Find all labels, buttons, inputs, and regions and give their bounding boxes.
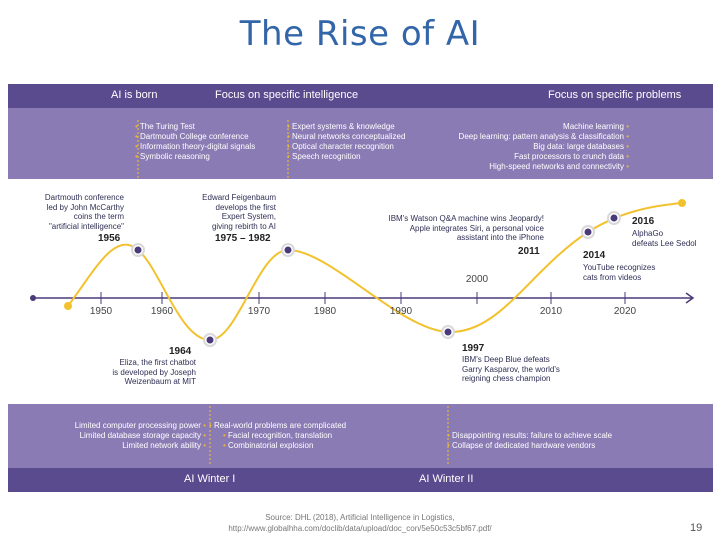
top-col2-list: Expert systems & knowledge Neural networ…: [287, 122, 405, 162]
list-item: Fast processors to crunch data: [459, 152, 629, 162]
winter-1-label: AI Winter I: [184, 473, 236, 485]
curve-start-dot: [64, 302, 72, 310]
event-1997-year: 1997: [462, 343, 485, 354]
top-header-strip: AI is born Focus on specific intelligenc…: [8, 84, 713, 108]
bottom-col1-list: Limited computer processing power Limite…: [75, 421, 206, 451]
event-2014-text: YouTube recognizes cats from videos: [583, 263, 656, 282]
event-1964-text: Eliza, the first chatbot is developed by…: [112, 358, 196, 386]
event-2016-year: 2016: [632, 216, 655, 227]
list-item: High-speed networks and connectivity: [459, 162, 629, 172]
list-item: Facial recognition, translation: [209, 431, 346, 441]
bottom-col2-list: Real-world problems are complicated Faci…: [209, 421, 346, 451]
header-specific-problems: Focus on specific problems: [548, 89, 682, 101]
list-item: Combinatorial explosion: [209, 441, 346, 451]
list-item: Big data: large databases: [459, 142, 629, 152]
event-1975-year: 1975 – 1982: [215, 233, 271, 244]
top-col1-list: The Turing Test Dartmouth College confer…: [135, 122, 255, 162]
list-item: Machine learning: [459, 122, 629, 132]
event-1997-text: IBM's Deep Blue defeats Garry Kasparov, …: [462, 355, 560, 383]
milestone-dot-1956: [134, 246, 142, 254]
axis-label-1960: 1960: [150, 306, 174, 317]
axis-label-1990: 1990: [389, 306, 413, 317]
header-ai-is-born: AI is born: [111, 89, 158, 101]
event-2011-text: IBM's Watson Q&A machine wins Jeopardy! …: [388, 214, 544, 242]
page-number: 19: [690, 522, 703, 534]
axis-label-1980: 1980: [313, 306, 337, 317]
event-2011-year: 2011: [518, 246, 540, 257]
event-1956-year: 1956: [98, 233, 121, 244]
page-title: The Rise of AI: [239, 14, 481, 54]
event-2016-text: AlphaGo defeats Lee Sedol: [632, 229, 697, 248]
list-item: Dartmouth College conference: [135, 132, 255, 142]
list-item: The Turing Test: [135, 122, 255, 132]
milestone-dot-2014: [584, 228, 592, 236]
winter-2-label: AI Winter II: [419, 473, 474, 485]
milestone-dot-1964: [206, 336, 214, 344]
list-item: Collapse of dedicated hardware vendors: [447, 441, 612, 451]
timeline-frame: AI is born Focus on specific intelligenc…: [8, 84, 713, 492]
list-item: Limited computer processing power: [75, 421, 206, 431]
axis-label-1970: 1970: [247, 306, 271, 317]
event-1956-text: Dartmouth conference led by John McCarth…: [44, 193, 124, 231]
dashed-connectors: [137, 120, 449, 464]
list-item: Limited network ability: [75, 441, 206, 451]
list-item: Symbolic reasoning: [135, 152, 255, 162]
axis-ticks: [100, 292, 626, 304]
list-item: Limited database storage capacity: [75, 431, 206, 441]
axis-arrow-icon: [685, 292, 695, 304]
top-col3-list: Machine learning Deep learning: pattern …: [459, 122, 629, 172]
axis-start-dot: [30, 295, 36, 301]
bottom-winter-strip: AI Winter I AI Winter II: [8, 468, 713, 492]
list-item: Information theory-digital signals: [135, 142, 255, 152]
list-item: Disappointing results: failure to achiev…: [447, 431, 612, 441]
bottom-col3-list: Disappointing results: failure to achiev…: [447, 431, 612, 451]
list-item: Optical character recognition: [287, 142, 405, 152]
list-item: Real-world problems are complicated: [209, 421, 346, 431]
axis-label-2000: 2000: [465, 274, 489, 285]
header-specific-intelligence: Focus on specific intelligence: [215, 89, 359, 101]
event-1975-text: Edward Feigenbaum develops the first Exp…: [202, 193, 276, 231]
curve-end-dot: [678, 199, 686, 207]
source-citation: Source: DHL (2018), Artificial Intellige…: [228, 513, 492, 533]
milestone-dot-1997: [444, 328, 452, 336]
list-item: Neural networks conceptualized: [287, 132, 405, 142]
milestone-dot-1975: [284, 246, 292, 254]
axis-label-2010: 2010: [539, 306, 563, 317]
event-2014-year: 2014: [583, 250, 606, 261]
list-item: Speech recognition: [287, 152, 405, 162]
list-item: Deep learning: pattern analysis & classi…: [459, 132, 629, 142]
axis-label-2020: 2020: [613, 306, 637, 317]
list-item: Expert systems & knowledge: [287, 122, 405, 132]
axis-label-1950: 1950: [89, 306, 113, 317]
milestone-dot-2016: [610, 214, 618, 222]
event-1964-year: 1964: [169, 346, 192, 357]
